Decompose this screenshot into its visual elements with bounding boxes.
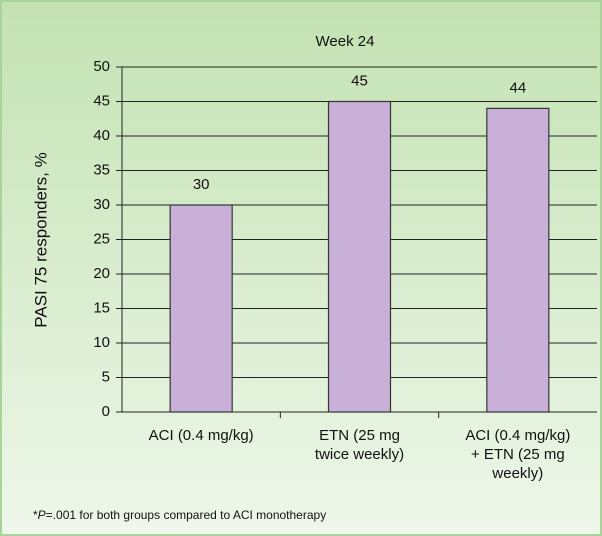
bar	[486, 107, 550, 413]
y-tick-label: 15	[93, 299, 110, 316]
y-tick-label: 35	[93, 161, 110, 178]
y-tick-label: 5	[102, 368, 110, 385]
data-label: 44	[509, 79, 526, 96]
y-tick-label: 10	[93, 334, 110, 351]
y-tick-label: 0	[102, 403, 110, 420]
chart-title: Week 24	[316, 33, 375, 50]
data-label: 30	[193, 176, 210, 193]
y-tick-label: 50	[93, 58, 110, 75]
x-tick-label: ETN (25 mg twice weekly)	[315, 427, 404, 463]
footnote: *P=.001 for both groups compared to ACI …	[33, 508, 326, 522]
data-label: 45	[351, 72, 368, 89]
y-axis-label: PASI 75 responders, %	[31, 152, 50, 327]
y-tick-label: 30	[93, 196, 110, 213]
bar	[327, 100, 392, 413]
x-tick-label: ACI (0.4 mg/kg) + ETN (25 mg weekly)	[465, 427, 570, 482]
y-tick-label: 25	[93, 230, 110, 247]
y-tick-label: 45	[93, 92, 110, 109]
bar	[169, 204, 233, 413]
x-tick-label: ACI (0.4 mg/kg)	[149, 427, 254, 444]
y-tick-label: 20	[93, 265, 110, 282]
y-tick-label: 40	[93, 127, 110, 144]
